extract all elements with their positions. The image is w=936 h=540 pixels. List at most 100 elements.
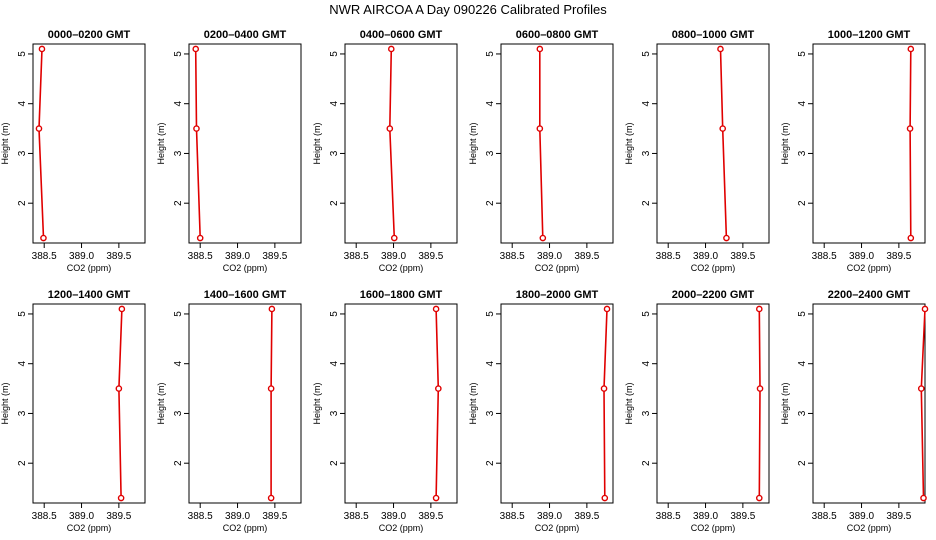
y-tick-label: 4 [485,100,496,106]
x-tick-label: 389.5 [418,511,443,522]
data-point [755,494,763,502]
y-tick-label: 5 [797,311,808,317]
y-tick-label: 4 [17,100,28,106]
profile-line [388,48,396,239]
y-tick-label: 2 [485,460,496,466]
y-axis-label: Height (m) [0,382,10,424]
y-axis-label: Height (m) [312,122,322,164]
profile-line [38,48,45,239]
y-tick-label: 4 [797,100,808,106]
x-tick-label: 389.0 [693,511,718,522]
x-tick-label: 388.5 [32,251,57,262]
profile-panel: 0400–0600 GMT 388.5 389.0 389.5 2 3 4 5 CO2 (ppm… [312,29,458,273]
profile-line [435,308,440,499]
profile-panel: 2000–2200 GMT 388.5 389.0 389.5 2 3 4 5 CO2 (ppm… [624,289,770,533]
x-tick-label: 388.5 [500,511,525,522]
y-tick-label: 4 [17,360,28,366]
plot-frame [812,43,926,244]
data-point [723,234,730,242]
panel-title: 0000–0200 GMT [48,29,131,41]
profile-line [118,308,123,499]
y-tick-label: 2 [641,460,652,466]
plot-frame [188,303,302,504]
figure-title: NWR AIRCOA A Day 090226 Calibrated Profi… [329,2,607,17]
x-tick-label: 389.0 [537,511,562,522]
y-axis-label: Height (m) [156,382,166,424]
data-point [387,45,395,53]
data-point [917,385,925,392]
y-tick-label: 5 [329,51,340,57]
plot-frame [32,43,146,244]
profile-line [538,49,544,239]
data-point [536,125,544,132]
panel-title: 2000–2200 GMT [672,289,755,301]
x-tick-label: 389.0 [381,511,406,522]
x-tick-label: 389.5 [106,511,131,522]
y-axis-label: Height (m) [468,122,478,164]
panel-grid: 0000–0200 GMT 388.5 389.0 389.5 2 3 4 5 CO2 (ppm… [0,29,929,533]
x-axis-label: CO2 (ppm) [67,263,112,273]
data-point [267,494,275,502]
data-point [193,125,200,132]
y-tick-label: 2 [173,200,184,206]
y-axis-label: Height (m) [468,382,478,424]
plot-frame [32,303,146,504]
y-tick-label: 2 [17,460,28,466]
y-tick-label: 4 [173,100,184,106]
x-tick-label: 388.5 [188,511,213,522]
plot-frame [656,43,770,244]
x-tick-label: 389.5 [106,251,131,262]
x-tick-label: 389.5 [730,251,755,262]
panel-title: 0600–0800 GMT [516,29,599,41]
y-tick-label: 3 [485,410,496,416]
data-point [601,494,609,502]
profile-line [909,48,912,239]
y-tick-label: 3 [797,150,808,156]
x-tick-label: 389.5 [574,251,599,262]
y-tick-label: 5 [641,51,652,57]
data-point [35,125,43,132]
y-tick-label: 3 [797,410,808,416]
data-point [600,385,608,392]
x-tick-label: 389.0 [693,251,718,262]
y-axis-label: Height (m) [624,122,634,164]
x-tick-label: 389.0 [69,511,94,522]
plot-frame [344,303,458,504]
x-tick-label: 389.0 [849,251,874,262]
x-tick-label: 389.5 [886,511,911,522]
y-tick-label: 2 [797,460,808,466]
x-axis-label: CO2 (ppm) [223,523,268,533]
data-point [432,494,440,502]
panel-title: 1600–1800 GMT [360,289,443,301]
data-point [386,125,394,132]
x-tick-label: 388.5 [812,511,837,522]
y-tick-label: 3 [17,410,28,416]
panel-title: 0800–1000 GMT [672,29,755,41]
y-tick-label: 3 [641,410,652,416]
y-tick-label: 3 [329,150,340,156]
x-tick-label: 389.5 [730,511,755,522]
x-axis-label: CO2 (ppm) [67,523,112,533]
y-tick-label: 5 [797,51,808,57]
y-tick-label: 3 [485,150,496,156]
data-point [117,494,125,502]
profile-line [603,308,608,499]
data-point [115,385,123,392]
data-point [921,305,929,313]
x-tick-label: 388.5 [656,251,681,262]
data-point [38,45,46,53]
data-point [907,45,915,53]
y-axis-label: Height (m) [156,122,166,164]
profile-panel: 1200–1400 GMT 388.5 389.0 389.5 2 3 4 5 CO2 (ppm… [0,289,146,533]
x-axis-label: CO2 (ppm) [847,263,892,273]
x-tick-label: 389.0 [849,511,874,522]
y-tick-label: 2 [485,200,496,206]
y-tick-label: 3 [641,150,652,156]
x-tick-label: 389.5 [886,251,911,262]
y-tick-label: 5 [641,311,652,317]
y-tick-label: 3 [173,150,184,156]
y-tick-label: 5 [329,311,340,317]
x-tick-label: 389.5 [262,251,287,262]
y-axis-label: Height (m) [780,382,790,424]
y-tick-label: 2 [173,460,184,466]
